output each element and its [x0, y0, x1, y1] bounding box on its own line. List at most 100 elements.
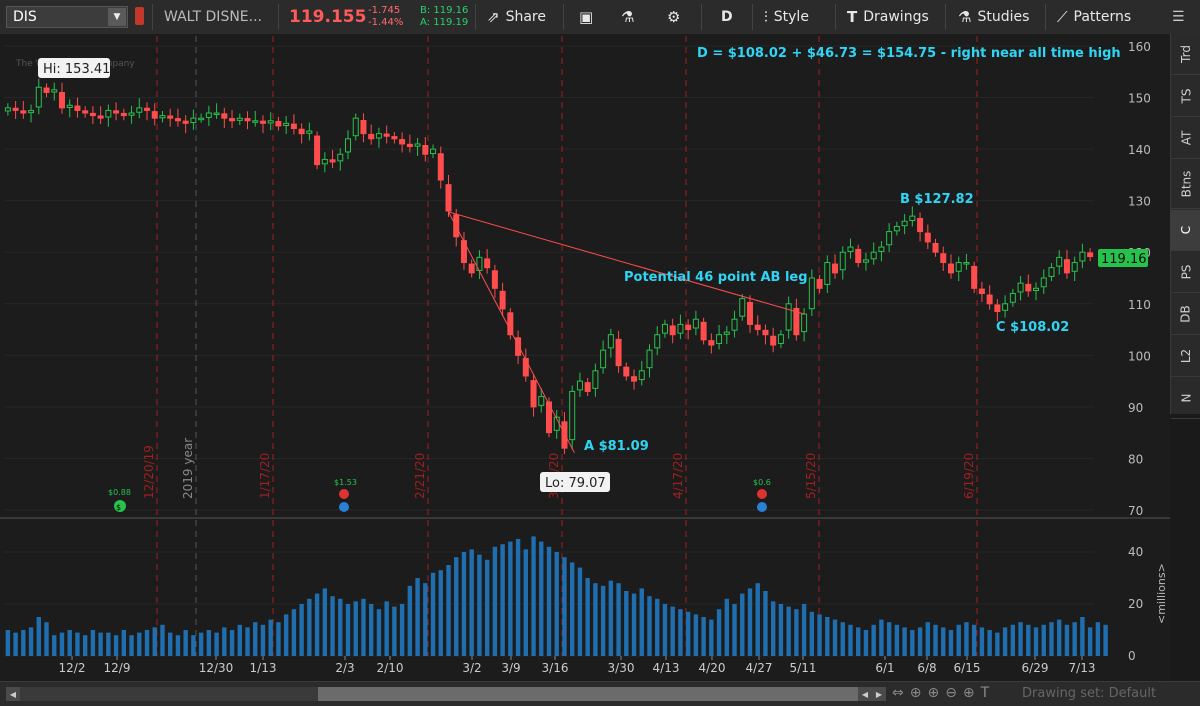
price-tick-label: 70 [1128, 504, 1143, 518]
candle-body [159, 115, 166, 119]
dividend-marker[interactable]: $0.6 [753, 478, 771, 512]
volume-tick-label: 0 [1128, 649, 1136, 663]
dividend-marker[interactable]: $ $0.88 [108, 488, 131, 512]
candle-body [290, 123, 297, 129]
volume-bar [508, 541, 513, 656]
tab-trd[interactable]: Trd [1171, 34, 1200, 75]
a-point-annotation: A $81.09 [584, 439, 649, 454]
zoom-tools[interactable]: ⇔⊕⊕⊖⊕T [892, 685, 996, 701]
candle-body [97, 115, 104, 119]
candle-body [229, 118, 236, 122]
candle-body [66, 104, 73, 108]
candle-body [1017, 282, 1024, 293]
candle-body [1063, 259, 1070, 274]
flag-icon[interactable] [135, 7, 144, 25]
scroll-right-icon[interactable]: ▶ [872, 687, 886, 701]
candle-body [244, 118, 251, 122]
volume-bar [245, 627, 250, 656]
candle-body [406, 143, 413, 148]
symbol-selector[interactable]: DIS ▼ [6, 6, 128, 28]
style-label: Style [773, 9, 809, 25]
volume-bar [995, 632, 1000, 656]
candle-body [468, 263, 475, 274]
candle-body [654, 334, 661, 349]
candle-body [901, 220, 908, 227]
volume-bar [879, 619, 884, 656]
volume-bar [1041, 624, 1046, 656]
patterns-label: Patterns [1073, 9, 1132, 25]
last-price: 119.155 [289, 7, 367, 27]
divider [752, 4, 753, 30]
volume-bar [825, 617, 830, 656]
drawings-button[interactable]: T Drawings [847, 0, 929, 34]
volume-bar [778, 604, 784, 656]
date-tick-label: 6/8 [917, 661, 936, 675]
tab-ts[interactable]: TS [1171, 76, 1200, 117]
volume-bar [407, 585, 413, 656]
share-button[interactable]: ⇗ Share [487, 0, 546, 34]
volume-bar [925, 622, 930, 656]
studies-button[interactable]: ⚗ Studies [958, 0, 1029, 34]
volume-bar [546, 546, 552, 656]
candle-body [777, 334, 784, 344]
volume-bar [75, 632, 80, 656]
chart-scrollbar[interactable]: ◀ ◀ ▶ [6, 687, 886, 701]
tab-l2[interactable]: L2 [1171, 336, 1200, 377]
volume-bar [1033, 627, 1039, 656]
tab-ps[interactable]: PS [1171, 252, 1200, 293]
volume-bar [191, 635, 196, 656]
ab-leg-line [447, 211, 805, 454]
candle-body [677, 323, 684, 334]
scroll-left-icon[interactable]: ◀ [6, 687, 20, 701]
candle-body [932, 242, 939, 253]
volume-bar [1018, 622, 1023, 656]
volume-bar [291, 609, 297, 656]
calendar-button[interactable]: ▣ [579, 0, 599, 34]
more-menu-icon[interactable]: ☰ [1172, 9, 1185, 25]
event-label: 2019 year [181, 438, 195, 499]
volume-bar [569, 562, 575, 656]
candle-body [847, 246, 854, 252]
hi-label-box [38, 58, 110, 78]
candle-body [368, 133, 375, 140]
volume-bar [423, 583, 428, 656]
side-tab-panel: Trd TS AT Btns C PS DB L2 N [1170, 34, 1200, 419]
volume-bar [415, 578, 420, 656]
scroll-left-icon[interactable]: ◀ [858, 687, 872, 701]
aggregation-button[interactable]: D [721, 9, 733, 25]
drawing-set-label[interactable]: Drawing set: Default [1022, 686, 1157, 701]
chevron-down-icon[interactable]: ▼ [108, 8, 126, 26]
volume-bar [28, 627, 34, 656]
scroll-thumb[interactable] [318, 687, 858, 701]
volume-bar [368, 604, 374, 656]
settings-button[interactable]: ⚙ [667, 0, 686, 34]
flask-button[interactable]: ⚗ [621, 0, 640, 34]
tab-btns[interactable]: Btns [1171, 160, 1200, 209]
volume-bar [1002, 627, 1008, 656]
calendar-icon: ▣ [579, 8, 594, 26]
volume-bar [477, 554, 482, 656]
patterns-button[interactable]: ⟋ Patterns [1057, 0, 1131, 34]
tab-n[interactable]: N [1171, 378, 1200, 419]
date-tick-label: 7/13 [1069, 661, 1096, 675]
candle-body [82, 110, 89, 114]
style-button[interactable]: ⫶ Style [764, 0, 809, 34]
gear-icon: ⚙ [667, 8, 681, 26]
tab-at[interactable]: AT [1171, 118, 1200, 159]
volume-bar [299, 604, 304, 656]
candle-body [51, 89, 58, 93]
candle-body [685, 324, 692, 331]
tab-c[interactable]: C [1171, 210, 1200, 251]
candle-body [615, 338, 622, 367]
candle-body [399, 139, 406, 145]
date-tick-label: 4/20 [699, 661, 726, 675]
volume-bar [577, 567, 583, 656]
share-label: Share [505, 9, 546, 25]
dividend-marker[interactable]: $1.53 [334, 478, 357, 512]
tab-db[interactable]: DB [1171, 294, 1200, 335]
volume-series [5, 536, 1108, 656]
volume-bar [740, 593, 745, 656]
candle-body [986, 294, 993, 305]
volume-bar [863, 630, 869, 656]
